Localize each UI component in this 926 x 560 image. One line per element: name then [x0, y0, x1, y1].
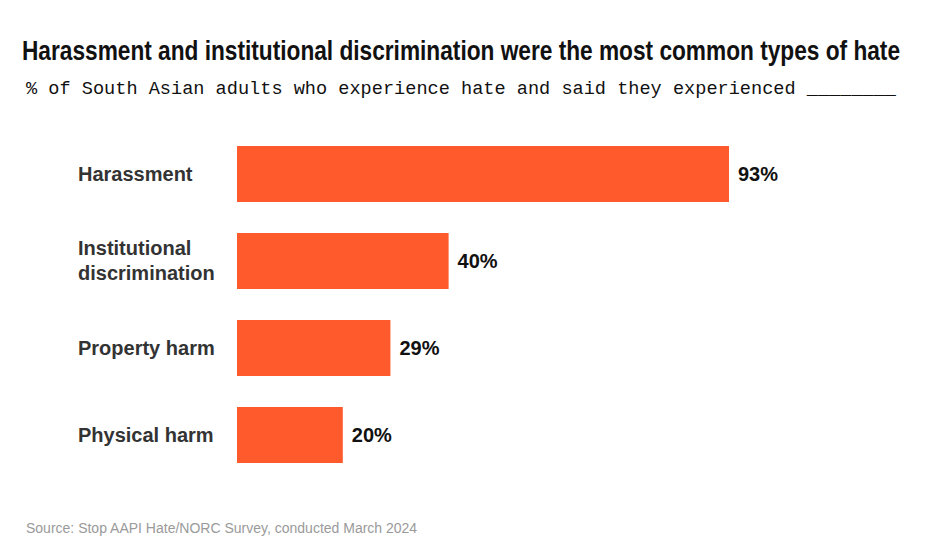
svg-text:93%: 93% [738, 163, 778, 185]
svg-text:Source: Stop AAPI Hate/NORC Su: Source: Stop AAPI Hate/NORC Survey, cond… [26, 520, 417, 536]
svg-text:Physical harm: Physical harm [78, 424, 214, 446]
svg-text:40%: 40% [458, 250, 498, 272]
svg-text:Harassment: Harassment [78, 163, 193, 185]
svg-text:29%: 29% [399, 337, 439, 359]
svg-text:Property harm: Property harm [78, 337, 215, 359]
svg-text:Harassment and institutional d: Harassment and institutional discriminat… [22, 36, 900, 66]
svg-text:20%: 20% [352, 424, 392, 446]
svg-text:% of South Asian adults who ex: % of South Asian adults who experience h… [26, 79, 896, 99]
svg-text:Institutionaldiscrimination: Institutionaldiscrimination [78, 237, 215, 284]
